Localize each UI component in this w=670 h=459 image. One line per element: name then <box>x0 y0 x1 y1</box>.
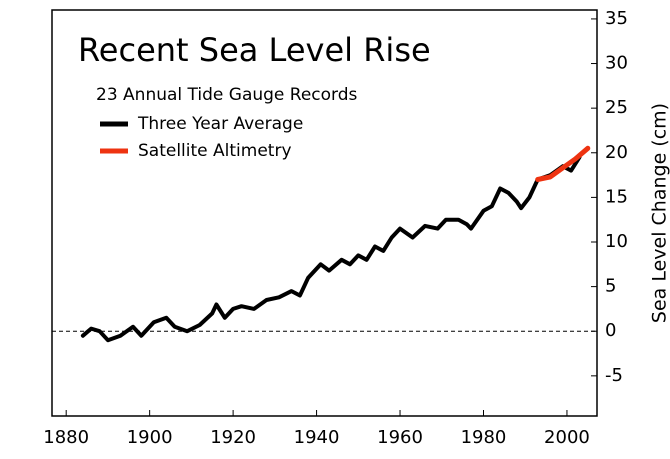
y-tick-label: 5 <box>605 276 616 297</box>
y-tick-label: 15 <box>605 186 628 207</box>
legend-label: Satellite Altimetry <box>138 141 292 161</box>
y-tick-label: -5 <box>605 365 623 386</box>
chart-title: Recent Sea Level Rise <box>78 31 431 69</box>
x-tick-label: 1880 <box>43 427 89 448</box>
x-tick-label: 1900 <box>127 427 173 448</box>
y-axis-label: Sea Level Change (cm) <box>649 103 670 323</box>
y-tick-label: 35 <box>605 8 628 29</box>
y-tick-label: 10 <box>605 231 628 252</box>
y-tick-label: 0 <box>605 320 616 341</box>
plot-frame <box>52 10 597 416</box>
subtitle: 23 Annual Tide Gauge Records <box>96 85 358 105</box>
x-tick-label: 1960 <box>377 427 423 448</box>
x-tick-label: 1940 <box>294 427 340 448</box>
y-tick-label: 25 <box>605 97 628 118</box>
series-line <box>83 157 580 340</box>
x-tick-label: 1920 <box>210 427 256 448</box>
x-tick-label: 2000 <box>544 427 590 448</box>
y-tick-label: 30 <box>605 53 628 74</box>
y-tick-label: 20 <box>605 142 628 163</box>
x-tick-label: 1980 <box>461 427 507 448</box>
legend-label: Three Year Average <box>137 114 303 134</box>
